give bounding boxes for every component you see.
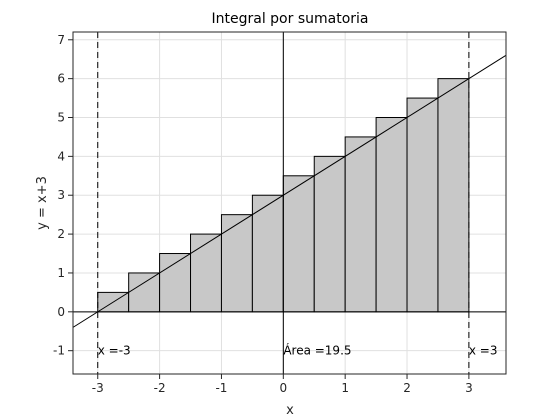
annotation: x =3 xyxy=(469,344,498,358)
y-tick-label: 0 xyxy=(57,305,65,319)
bar xyxy=(344,136,377,313)
bar xyxy=(437,78,470,313)
x-axis-label: x xyxy=(286,403,294,418)
function-line xyxy=(72,54,507,328)
y-tick-label: 6 xyxy=(57,72,65,86)
y-axis-label: y = x+3 xyxy=(35,176,50,230)
y-tick-label: 5 xyxy=(57,111,65,125)
bar xyxy=(282,175,315,313)
y-tick-label: 4 xyxy=(57,149,65,163)
bar xyxy=(313,155,346,313)
bar xyxy=(220,214,253,313)
x-tick-label: 2 xyxy=(403,381,411,395)
y-tick-label: 1 xyxy=(57,266,65,280)
x-tick-label: -2 xyxy=(154,381,166,395)
plot-frame xyxy=(72,31,507,375)
bar xyxy=(190,233,222,313)
x-tick-label: 0 xyxy=(279,381,287,395)
annotations: x =-3 Área =19.5 x =3 xyxy=(98,343,498,358)
bar xyxy=(128,272,161,313)
chart-title: Integral por sumatoria xyxy=(212,11,369,27)
bar xyxy=(375,117,408,313)
bar xyxy=(251,194,284,313)
x-tick-label: -1 xyxy=(215,381,227,395)
annotation: Área =19.5 xyxy=(283,343,351,358)
x-tick-label: 3 xyxy=(465,381,473,395)
bar xyxy=(406,97,439,313)
y-tick-label: 3 xyxy=(57,188,65,202)
annotation: x =-3 xyxy=(98,344,131,358)
axes: -3 -2 -1 0 1 2 3 -1 0 1 2 3 4 5 6 7 xyxy=(53,31,507,395)
bar xyxy=(159,253,192,313)
x-tick-label: -3 xyxy=(92,381,104,395)
y-tick-label: -1 xyxy=(53,344,65,358)
y-tick-label: 7 xyxy=(57,33,65,47)
reference-lines xyxy=(72,32,507,374)
x-tick-label: 1 xyxy=(341,381,349,395)
y-tick-label: 2 xyxy=(57,227,65,241)
